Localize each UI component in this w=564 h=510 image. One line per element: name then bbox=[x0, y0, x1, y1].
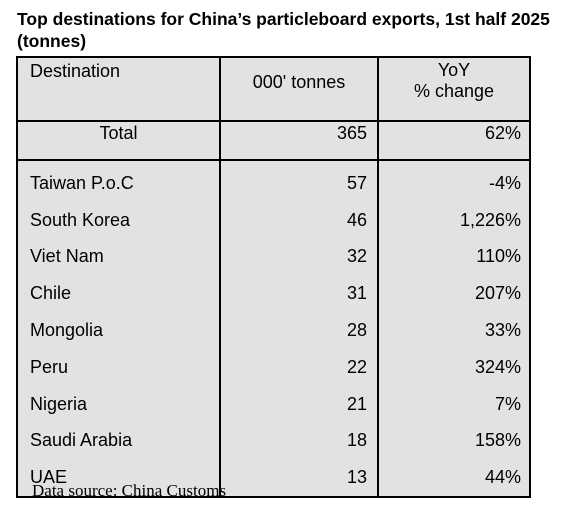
table-row: Saudi Arabia 18 158% bbox=[16, 422, 531, 460]
table-row: Mongolia 28 33% bbox=[16, 312, 531, 349]
header-yoy-line1: YoY bbox=[437, 60, 471, 80]
cell-tonnes: 46 bbox=[219, 201, 379, 239]
cell-tonnes: 21 bbox=[219, 385, 379, 423]
cell-yoy: 324% bbox=[377, 348, 531, 386]
cell-destination: Peru bbox=[16, 348, 221, 386]
cell-destination: Mongolia bbox=[16, 312, 221, 349]
cell-yoy: 44% bbox=[377, 459, 531, 499]
table-row: South Korea 46 1,226% bbox=[16, 201, 531, 239]
table-row: Nigeria 21 7% bbox=[16, 385, 531, 423]
total-yoy: 62% bbox=[377, 121, 531, 161]
header-yoy: YoY% change bbox=[377, 56, 531, 122]
total-label: Total bbox=[16, 121, 221, 161]
cell-tonnes: 13 bbox=[219, 459, 379, 499]
table-row: Taiwan P.o.C 57 -4% bbox=[16, 160, 531, 202]
cell-tonnes: 28 bbox=[219, 312, 379, 349]
cell-destination: Nigeria bbox=[16, 385, 221, 423]
cell-destination: South Korea bbox=[16, 201, 221, 239]
data-source-note: Data source: China Customs bbox=[32, 481, 227, 500]
table-header-row: Destination 000' tonnes YoY% change bbox=[16, 56, 531, 122]
cell-yoy: 110% bbox=[377, 238, 531, 276]
table-row: Chile 31 207% bbox=[16, 275, 531, 313]
cell-destination: Saudi Arabia bbox=[16, 422, 221, 460]
cell-destination: Taiwan P.o.C bbox=[16, 160, 221, 202]
header-yoy-line2: % change bbox=[413, 81, 495, 101]
exports-table: Destination 000' tonnes YoY% change Tota… bbox=[16, 56, 531, 499]
cell-tonnes: 18 bbox=[219, 422, 379, 460]
cell-tonnes: 22 bbox=[219, 348, 379, 386]
table-title: Top destinations for China’s particleboa… bbox=[17, 9, 550, 51]
cell-yoy: 33% bbox=[377, 312, 531, 349]
cell-yoy: 158% bbox=[377, 422, 531, 460]
table-row: Viet Nam 32 110% bbox=[16, 238, 531, 276]
table-row: Peru 22 324% bbox=[16, 348, 531, 386]
cell-yoy: 7% bbox=[377, 385, 531, 423]
header-tonnes: 000' tonnes bbox=[219, 56, 379, 122]
cell-yoy: 207% bbox=[377, 275, 531, 313]
total-tonnes: 365 bbox=[219, 121, 379, 161]
header-destination: Destination bbox=[16, 56, 221, 122]
cell-tonnes: 57 bbox=[219, 160, 379, 202]
cell-yoy: 1,226% bbox=[377, 201, 531, 239]
cell-tonnes: 32 bbox=[219, 238, 379, 276]
total-row: Total 365 62% bbox=[16, 121, 531, 161]
cell-destination: Chile bbox=[16, 275, 221, 313]
cell-destination: UAE bbox=[16, 459, 221, 499]
cell-destination: Viet Nam bbox=[16, 238, 221, 276]
table-row: UAE 13 44% bbox=[16, 459, 531, 499]
cell-tonnes: 31 bbox=[219, 275, 379, 313]
cell-yoy: -4% bbox=[377, 160, 531, 202]
